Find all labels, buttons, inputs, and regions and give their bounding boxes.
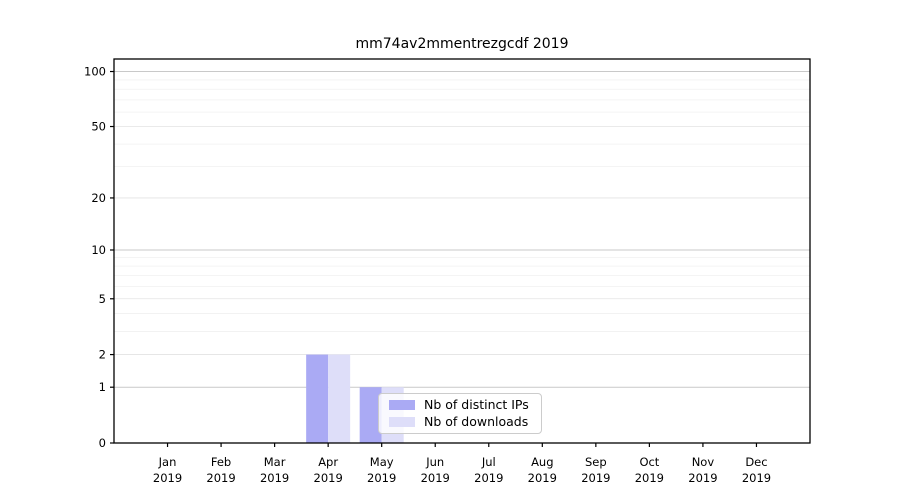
x-tick-label-month: Mar <box>264 455 286 469</box>
legend-label-downloads: Nb of downloads <box>424 413 529 429</box>
x-tick-label-month: May <box>370 455 394 469</box>
y-tick-label: 1 <box>99 380 106 394</box>
x-tick-label-year: 2019 <box>206 471 235 485</box>
legend-item-downloads: Nb of downloads <box>389 413 541 429</box>
legend-swatch-downloads <box>389 417 415 428</box>
x-tick-label-year: 2019 <box>474 471 503 485</box>
legend-swatch-distinct-ips <box>389 399 415 410</box>
x-tick-label-month: Jul <box>481 455 496 469</box>
x-tick-label-year: 2019 <box>581 471 610 485</box>
x-tick-label-year: 2019 <box>528 471 557 485</box>
x-tick-label-year: 2019 <box>260 471 289 485</box>
y-tick-label: 100 <box>84 65 106 79</box>
y-tick-label: 10 <box>91 243 106 257</box>
bar-distinct-ips-may <box>359 387 382 443</box>
y-tick-label: 5 <box>99 292 106 306</box>
x-tick-label-year: 2019 <box>635 471 664 485</box>
x-tick-label-year: 2019 <box>367 471 396 485</box>
x-tick-label-month: Sep <box>585 455 607 469</box>
x-tick-label-month: Apr <box>318 455 338 469</box>
bar-distinct-ips-apr <box>306 354 329 443</box>
y-tick-label: 50 <box>91 120 106 134</box>
x-tick-label-month: Jun <box>425 455 444 469</box>
x-tick-label-month: Feb <box>211 455 231 469</box>
bar-downloads-apr <box>328 354 351 443</box>
x-tick-label-month: Jan <box>158 455 177 469</box>
x-tick-label-month: Nov <box>692 455 715 469</box>
x-tick-label-year: 2019 <box>421 471 450 485</box>
legend: Nb of distinct IPs Nb of downloads <box>378 393 542 434</box>
axes-frame <box>113 58 811 444</box>
y-tick-label: 20 <box>91 191 106 205</box>
x-tick-label-year: 2019 <box>153 471 182 485</box>
chart-title: mm74av2mmentrezgcdf 2019 <box>355 36 569 52</box>
legend-item-distinct-ips: Nb of distinct IPs <box>389 396 541 412</box>
x-tick-label-year: 2019 <box>688 471 717 485</box>
x-tick-label-month: Aug <box>531 455 553 469</box>
legend-label-distinct-ips: Nb of distinct IPs <box>424 396 529 412</box>
y-tick-label: 2 <box>99 348 106 362</box>
y-tick-label: 0 <box>99 436 106 450</box>
x-tick-label-year: 2019 <box>314 471 343 485</box>
x-tick-label-month: Oct <box>639 455 659 469</box>
x-tick-label-month: Dec <box>745 455 767 469</box>
x-tick-label-year: 2019 <box>742 471 771 485</box>
